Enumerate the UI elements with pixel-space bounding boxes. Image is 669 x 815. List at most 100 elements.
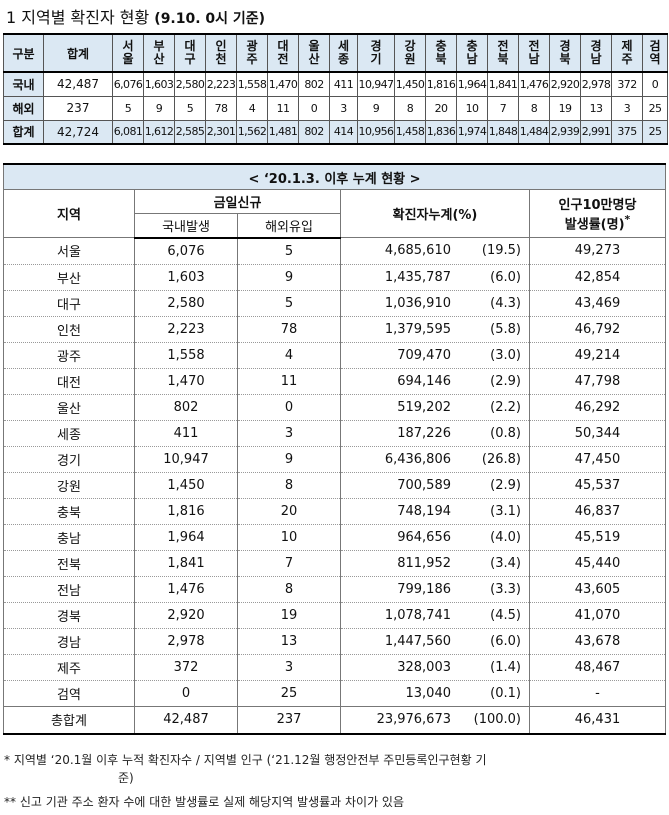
cumulative-overseas: 4 [237,341,341,369]
summary-cell: 1,816 [425,71,457,97]
summary-row-label: 해외 [3,95,44,121]
cumulative-overseas: 78 [237,315,341,343]
footnote-2: ** 신고 기관 주소 환자 수에 대한 발생률로 실제 해당지역 발생률과 차… [4,795,405,809]
cumulative-region: 부산 [3,263,135,291]
cumulative-rate: 47,450 [529,445,666,473]
cumulative-region: 경남 [3,627,135,655]
cumulative-overseas: 0 [237,393,341,421]
summary-cell: 1,612 [143,119,175,145]
cumulative-overseas: 7 [237,549,341,577]
cumulative-rate: 42,854 [529,263,666,291]
summary-cell: 372 [611,71,643,97]
cumulative-region: 총합계 [3,705,135,735]
summary-cell: 375 [611,119,643,145]
summary-row: 해외 237 5 9 5 78 4 11 0 3 9 8 20 10 7 8 19 13 3 25 [3,95,668,121]
cumulative-region: 충북 [3,497,135,525]
cumulative-row: 강원 1,450 8 700,589 (2.9) 45,537 [3,471,666,499]
cumulative-count: 1,379,595 [384,321,451,337]
summary-row: 국내 42,487 6,076 1,603 2,580 2,223 1,558 1,470 80… [3,71,668,97]
cumulative-region: 대구 [3,289,135,317]
cumulative-percent: (1.4) [490,659,521,675]
cumulative-row: 제주 372 3 328,003 (1.4) 48,467 [3,653,666,681]
cumulative-percent: (5.8) [490,321,521,337]
cumulative-rate: - [529,679,666,707]
cumulative-region: 대전 [3,367,135,395]
cumulative-domestic: 1,476 [134,575,238,603]
summary-cell: 19 [549,95,581,121]
summary-cell: 5 [112,95,144,121]
cumulative-count: 1,435,787 [384,269,451,285]
cumulative-rate: 45,440 [529,549,666,577]
cumulative-rate: 50,344 [529,419,666,447]
summary-cell: 1,841 [487,71,519,97]
cumulative-rate: 43,605 [529,575,666,603]
summary-cell: 9 [143,95,175,121]
cumulative-total-cell: 328,003 (1.4) [340,653,530,681]
summary-cell: 414 [329,119,358,145]
summary-cell: 2,939 [549,119,581,145]
summary-cell: 1,484 [518,119,550,145]
summary-cell: 13 [580,95,612,121]
summary-cell: 10,956 [357,119,395,145]
cumulative-total-cell: 1,379,595 (5.8) [340,315,530,343]
summary-cell: 2,991 [580,119,612,145]
footnote-1: * 지역별 ‘20.1월 이후 누적 확진자수 / 지역별 인구 (‘21.12… [4,753,487,767]
cumulative-count: 964,656 [397,529,451,545]
cumulative-total-cell: 748,194 (3.1) [340,497,530,525]
summary-cell: 2,580 [174,71,206,97]
summary-row-total: 237 [43,95,113,121]
col-domestic-header: 국내발생 [134,213,238,239]
cumulative-overseas: 5 [237,237,341,265]
summary-cell: 1,974 [456,119,488,145]
cumulative-row: 전북 1,841 7 811,952 (3.4) 45,440 [3,549,666,577]
cumulative-rate: 43,469 [529,289,666,317]
cumulative-row: 충북 1,816 20 748,194 (3.1) 46,837 [3,497,666,525]
cumulative-domestic: 2,920 [134,601,238,629]
page-title: 1 지역별 확진자 현황 (9.10. 0시 기준) [6,4,265,28]
cumulative-row: 부산 1,603 9 1,435,787 (6.0) 42,854 [3,263,666,291]
cumulative-domestic: 6,076 [134,237,238,265]
cumulative-percent: (2.9) [490,477,521,493]
cumulative-table: < ‘20.1.3. 이후 누계 현황 > 지역 금일신규 확진자누계(%) 인… [3,163,666,735]
cumulative-region: 인천 [3,315,135,343]
cumulative-percent: (19.5) [481,243,521,259]
cumulative-region: 경기 [3,445,135,473]
cumulative-count: 1,036,910 [384,295,451,311]
cumulative-rate: 45,537 [529,471,666,499]
cumulative-domestic: 2,978 [134,627,238,655]
cumulative-total-cell: 6,436,806 (26.8) [340,445,530,473]
page-title-date: (9.10. 0시 기준) [154,11,266,27]
cumulative-count: 328,003 [397,659,451,675]
cumulative-percent: (3.4) [490,555,521,571]
cumulative-domestic: 1,964 [134,523,238,551]
cumulative-caption: < ‘20.1.3. 이후 누계 현황 > [3,163,666,190]
summary-cell: 411 [329,71,358,97]
cumulative-percent: (4.0) [490,529,521,545]
summary-cell: 1,458 [394,119,426,145]
cumulative-row: 광주 1,558 4 709,470 (3.0) 49,214 [3,341,666,369]
cumulative-total-cell: 519,202 (2.2) [340,393,530,421]
col-region-header: 지역 [3,189,135,238]
cumulative-overseas: 20 [237,497,341,525]
cumulative-domestic: 42,487 [134,705,238,735]
cumulative-count: 6,436,806 [384,451,451,467]
cumulative-total-cell: 811,952 (3.4) [340,549,530,577]
summary-cell: 78 [205,95,237,121]
cumulative-row: 경남 2,978 13 1,447,560 (6.0) 43,678 [3,627,666,655]
cumulative-count: 13,040 [405,685,452,701]
cumulative-domestic: 1,470 [134,367,238,395]
cumulative-total-cell: 23,976,673 (100.0) [340,705,530,735]
summary-cell: 0 [642,71,668,97]
cumulative-domestic: 2,580 [134,289,238,317]
cumulative-percent: (0.8) [490,425,521,441]
cumulative-count: 1,447,560 [384,633,451,649]
cumulative-percent: (0.1) [490,685,521,701]
cumulative-percent: (6.0) [490,633,521,649]
summary-row: 합계 42,724 6,081 1,612 2,585 2,301 1,562 1,481 80… [3,119,668,145]
